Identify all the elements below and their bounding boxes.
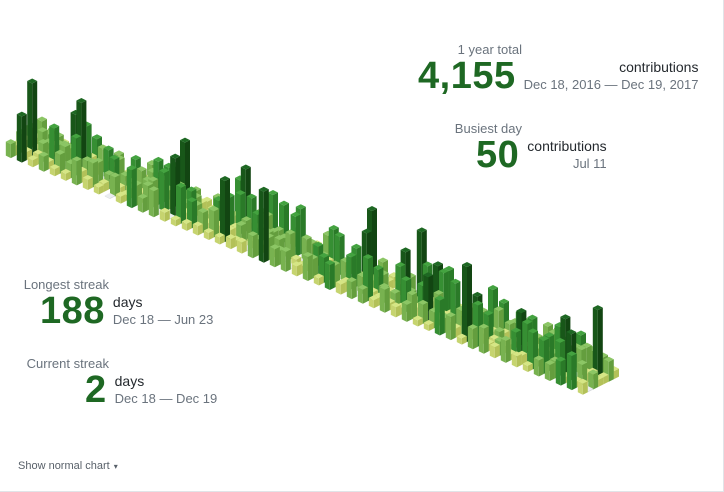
contribution-bar: [313, 273, 324, 286]
contribution-bar: [71, 156, 82, 186]
contribution-bar: [302, 251, 313, 281]
contribution-bar: [577, 378, 588, 395]
contribution-bar: [462, 262, 472, 343]
current-streak-label: Current streak: [26, 356, 109, 371]
year-total-value: 4,155: [418, 55, 516, 97]
contribution-bar: [445, 312, 456, 341]
contribution-bar: [192, 221, 203, 236]
longest-streak-unit: days: [112, 294, 143, 311]
contribution-bar: [220, 175, 230, 242]
current-streak-range: Dec 18 — Dec 19: [114, 390, 218, 406]
contribution-bar: [38, 151, 49, 172]
contribution-bar: [478, 323, 489, 354]
chevron-down-icon[interactable]: ▾: [113, 462, 118, 471]
contribution-bar: [16, 111, 27, 163]
contribution-bar: [280, 246, 291, 272]
contribution-bar: [225, 234, 236, 250]
contribution-bar: [379, 284, 390, 313]
contribution-bar: [159, 168, 170, 213]
busiest-day-value: 50: [476, 134, 520, 176]
contribution-bar: [324, 260, 335, 291]
busiest-day-range: Jul 11: [572, 155, 607, 171]
contribution-bar: [390, 302, 401, 318]
contribution-bar: [159, 207, 170, 222]
contribution-bar: [511, 351, 522, 368]
contribution-bar: [566, 351, 577, 391]
contribution-bar: [533, 355, 544, 377]
current-streak-unit: days: [114, 373, 145, 390]
contribution-bar: [60, 168, 71, 181]
show-normal-chart-label[interactable]: Show normal chart: [18, 460, 110, 472]
contribution-bar: [93, 182, 104, 195]
contribution-bar: [148, 186, 159, 218]
contribution-bar: [335, 279, 346, 295]
contribution-bar: [115, 191, 126, 204]
contribution-bar: [291, 261, 302, 277]
contribution-bar: [214, 232, 225, 245]
longest-streak-range: Dec 18 — Jun 23: [112, 311, 214, 327]
contribution-bar: [104, 193, 115, 200]
busiest-day-stat: Busiest day 50 contributions Jul 11: [418, 121, 607, 174]
year-total-stat: 1 year total 4,155 contributions Dec 18,…: [418, 42, 698, 95]
contribution-bar: [412, 315, 423, 327]
contribution-bar: [401, 299, 412, 322]
contribution-bar: [588, 369, 599, 390]
contribution-bar: [544, 360, 555, 382]
contribution-bar: [126, 165, 137, 209]
contribution-bar: [181, 218, 192, 231]
contribution-bar: [27, 155, 38, 168]
contribution-bar: [258, 186, 269, 263]
contribution-bar: [170, 215, 181, 227]
contribution-bar: [137, 193, 148, 213]
contribution-bar: [5, 139, 16, 159]
longest-streak-value: 188: [40, 290, 105, 332]
contribution-bar: [500, 335, 511, 363]
contribution-bar: [49, 164, 60, 177]
contribution-bar: [176, 182, 186, 224]
contribution-bar: [456, 333, 467, 345]
contribution-bar: [27, 78, 38, 158]
year-total-label: 1 year total: [457, 42, 522, 57]
contribution-bar: [203, 228, 214, 240]
contribution-bar: [236, 237, 247, 254]
contribution-bar: [522, 360, 533, 372]
show-normal-chart-toggle[interactable]: Show normal chart ▾: [18, 460, 118, 472]
contribution-bar: [82, 174, 93, 190]
contribution-bar: [423, 320, 434, 331]
contribution-bar: [357, 284, 368, 304]
contribution-bar: [247, 231, 258, 259]
contribution-bar: [467, 324, 478, 350]
longest-streak-stat: Longest streak 188 days Dec 18 — Jun 23: [18, 277, 214, 332]
busiest-day-unit: contributions: [527, 138, 607, 155]
contribution-bar: [110, 172, 120, 197]
contribution-bar: [592, 305, 603, 378]
current-streak-value: 2: [85, 369, 107, 411]
year-total-unit: contributions: [619, 59, 699, 76]
contribution-bar: [555, 356, 566, 386]
contribution-bar: [434, 295, 445, 336]
contribution-bar: [368, 295, 379, 309]
contribution-bar: [346, 277, 357, 300]
current-streak-stat: Current streak 2 days Dec 18 — Dec 19: [21, 356, 218, 411]
contribution-bar: [269, 244, 280, 268]
contribution-bar: [489, 342, 500, 359]
longest-streak-label: Longest streak: [23, 277, 109, 292]
year-total-range: Dec 18, 2016 — Dec 19, 2017: [523, 76, 699, 92]
busiest-day-label: Busiest day: [454, 121, 522, 136]
